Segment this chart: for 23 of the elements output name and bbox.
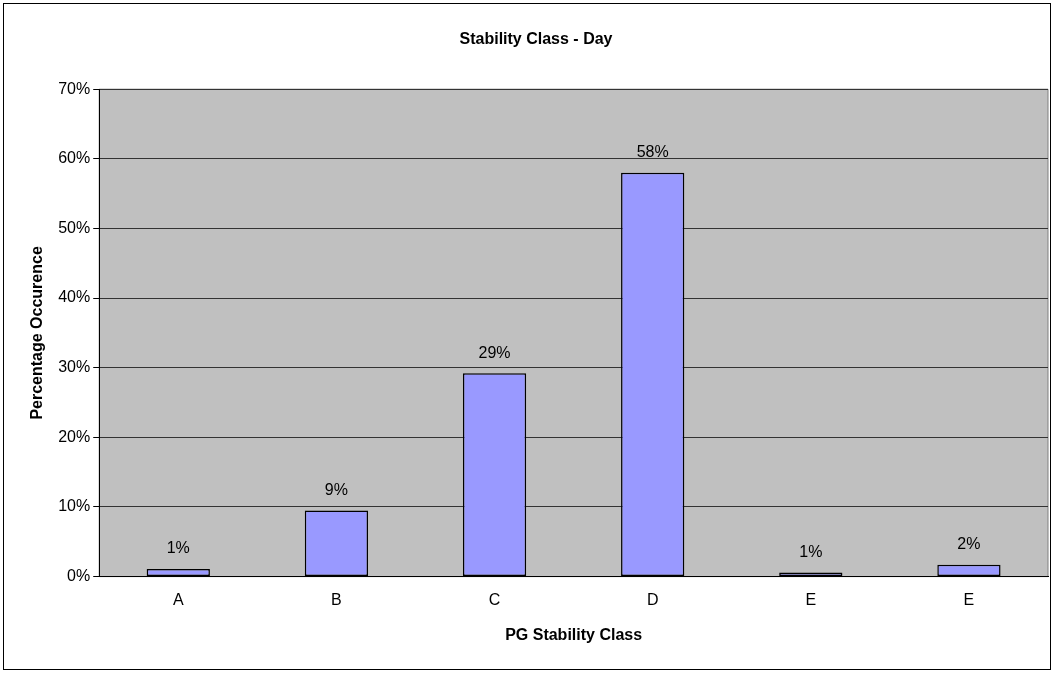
x-axis-title: PG Stability Class	[505, 625, 643, 643]
x-tick-label: B	[331, 590, 342, 608]
data-label: 29%	[478, 343, 511, 361]
chart-title: Stability Class - Day	[459, 30, 613, 48]
x-tick-label: A	[172, 590, 184, 608]
y-tick-label: 20%	[58, 427, 91, 445]
y-tick-label: 50%	[58, 218, 91, 236]
y-axis-title: Percentage Occurence	[28, 246, 46, 420]
y-tick-label: 60%	[58, 149, 91, 167]
y-tick-label: 10%	[58, 497, 91, 515]
y-tick-label: 40%	[58, 288, 91, 306]
x-tick-label: D	[646, 590, 659, 608]
data-label: 9%	[324, 480, 348, 498]
data-label: 1%	[799, 542, 823, 560]
data-label: 1%	[166, 539, 190, 557]
x-tick-label: C	[488, 590, 501, 608]
y-tick-label: 70%	[58, 79, 91, 97]
data-label: 2%	[957, 535, 981, 553]
y-tick-label: 0%	[67, 567, 91, 585]
x-tick-label: E	[963, 590, 975, 608]
x-tick-label: E	[805, 590, 817, 608]
y-tick-label: 30%	[58, 358, 91, 376]
data-label: 58%	[636, 143, 669, 161]
